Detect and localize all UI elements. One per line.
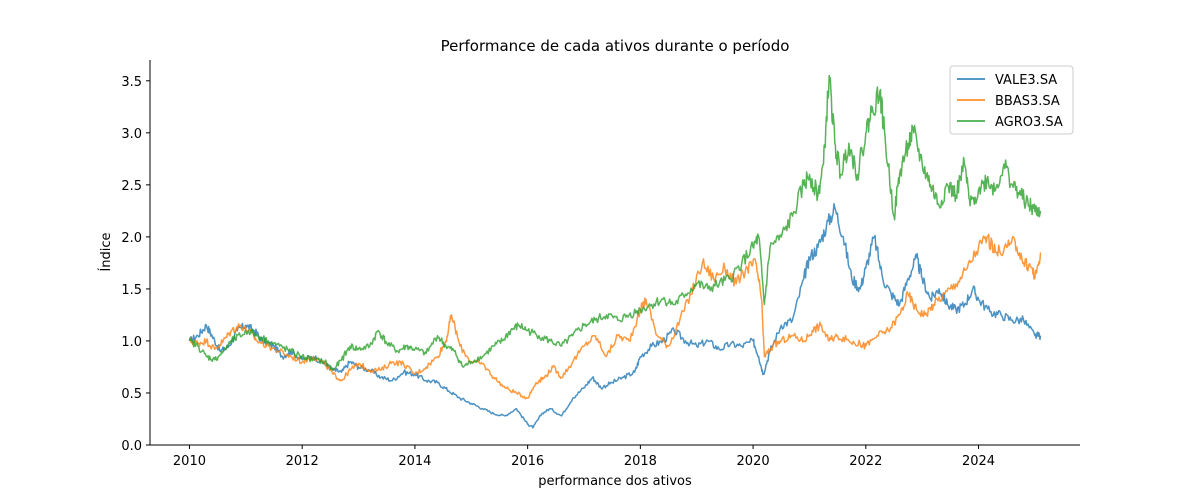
y-tick-label: 0.0 bbox=[121, 439, 142, 454]
x-tick-label: 2010 bbox=[173, 454, 206, 469]
y-tick-label: 0.5 bbox=[121, 387, 142, 402]
x-tick-label: 2018 bbox=[624, 454, 657, 469]
x-tick-label: 2012 bbox=[286, 454, 319, 469]
y-tick-label: 2.5 bbox=[121, 179, 142, 194]
y-tick-label: 3.0 bbox=[121, 127, 142, 142]
x-tick-label: 2024 bbox=[962, 454, 995, 469]
y-tick-label: 3.5 bbox=[121, 75, 142, 90]
chart-title: Performance de cada ativos durante o per… bbox=[441, 37, 790, 55]
legend: VALE3.SA BBAS3.SA AGRO3.SA bbox=[949, 65, 1074, 135]
x-axis-ticks: 2010 2012 2014 2016 2018 2020 2022 2024 bbox=[173, 445, 995, 469]
x-tick-label: 2014 bbox=[398, 454, 431, 469]
y-axis-label: Índice bbox=[98, 232, 114, 271]
legend-label: VALE3.SA bbox=[995, 73, 1057, 88]
x-axis-label: performance dos ativos bbox=[538, 474, 692, 489]
x-tick-label: 2016 bbox=[511, 454, 544, 469]
legend-label: BBAS3.SA bbox=[995, 94, 1060, 109]
y-tick-label: 1.5 bbox=[121, 283, 142, 298]
x-tick-label: 2020 bbox=[737, 454, 770, 469]
y-tick-label: 2.0 bbox=[121, 231, 142, 246]
series-line-bbas3-sa bbox=[188, 233, 1042, 400]
y-tick-label: 1.0 bbox=[121, 335, 142, 350]
y-axis-ticks: 0.0 0.5 1.0 1.5 2.0 2.5 3.0 3.5 bbox=[121, 75, 150, 454]
legend-box bbox=[949, 65, 1074, 135]
legend-label: AGRO3.SA bbox=[995, 115, 1063, 130]
plot-series bbox=[188, 74, 1042, 429]
series-line-agro3-sa bbox=[188, 74, 1042, 371]
x-tick-label: 2022 bbox=[849, 454, 882, 469]
